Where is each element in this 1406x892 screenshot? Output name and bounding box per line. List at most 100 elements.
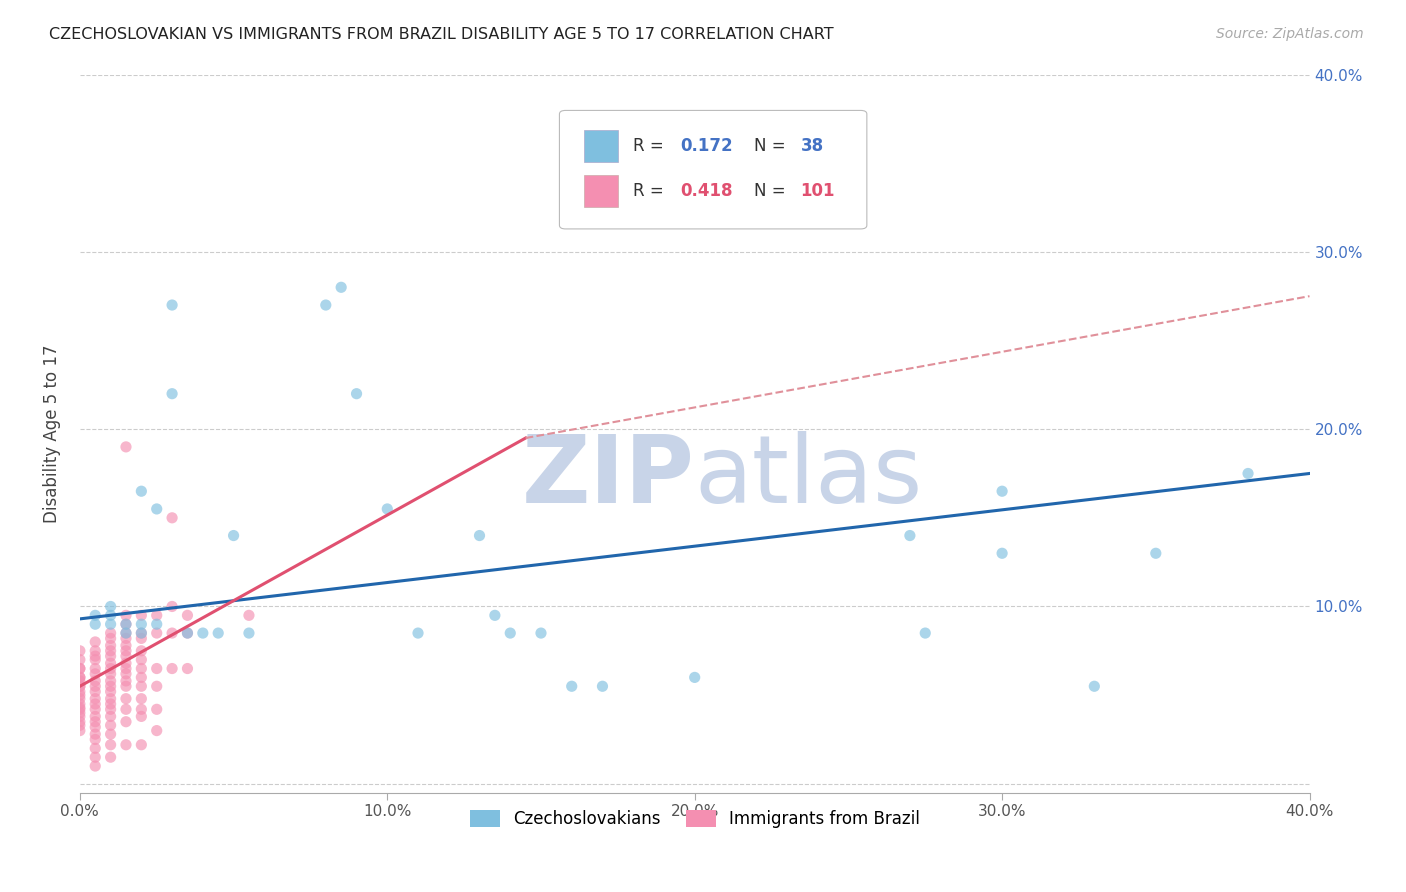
- Text: 0.172: 0.172: [681, 137, 733, 155]
- Point: [160, 386, 183, 401]
- Point: [84, 732, 107, 747]
- Point: [1237, 467, 1260, 481]
- Point: [238, 626, 260, 640]
- Point: [191, 626, 214, 640]
- Point: [69, 670, 91, 684]
- Point: [84, 679, 107, 693]
- Point: [145, 723, 167, 738]
- Point: [530, 626, 553, 640]
- Point: [100, 657, 122, 671]
- Text: 38: 38: [800, 137, 824, 155]
- Point: [84, 649, 107, 664]
- Point: [84, 714, 107, 729]
- Point: [69, 706, 91, 720]
- Point: [84, 702, 107, 716]
- Point: [100, 632, 122, 646]
- Point: [145, 661, 167, 675]
- Point: [145, 502, 167, 516]
- Text: 101: 101: [800, 182, 835, 200]
- Point: [468, 528, 491, 542]
- Point: [115, 632, 138, 646]
- Point: [100, 702, 122, 716]
- Point: [484, 608, 506, 623]
- Point: [69, 679, 91, 693]
- Legend: Czechoslovakians, Immigrants from Brazil: Czechoslovakians, Immigrants from Brazil: [463, 803, 927, 835]
- Point: [160, 511, 183, 525]
- Point: [131, 626, 153, 640]
- Point: [683, 670, 706, 684]
- Point: [69, 673, 91, 688]
- Point: [160, 298, 183, 312]
- Point: [131, 626, 153, 640]
- FancyBboxPatch shape: [583, 175, 619, 207]
- Point: [84, 741, 107, 756]
- Point: [145, 626, 167, 640]
- Text: 0.418: 0.418: [681, 182, 733, 200]
- Point: [69, 700, 91, 714]
- Text: R =: R =: [633, 182, 669, 200]
- Point: [84, 684, 107, 698]
- Point: [100, 666, 122, 681]
- Point: [84, 608, 107, 623]
- Point: [145, 702, 167, 716]
- Point: [346, 386, 368, 401]
- Point: [898, 528, 921, 542]
- Point: [131, 632, 153, 646]
- Point: [131, 661, 153, 675]
- Point: [69, 684, 91, 698]
- Point: [115, 617, 138, 632]
- Point: [131, 702, 153, 716]
- Point: [131, 691, 153, 706]
- Point: [160, 661, 183, 675]
- Point: [84, 635, 107, 649]
- Point: [69, 653, 91, 667]
- Point: [100, 684, 122, 698]
- Point: [84, 644, 107, 658]
- Point: [100, 639, 122, 653]
- Point: [145, 608, 167, 623]
- Point: [100, 691, 122, 706]
- Point: [69, 644, 91, 658]
- Point: [84, 666, 107, 681]
- Text: R =: R =: [633, 137, 669, 155]
- Point: [84, 759, 107, 773]
- Point: [238, 608, 260, 623]
- Point: [176, 626, 198, 640]
- Point: [115, 661, 138, 675]
- Point: [100, 718, 122, 732]
- Point: [69, 661, 91, 675]
- Point: [1083, 679, 1105, 693]
- Point: [131, 608, 153, 623]
- Point: [69, 718, 91, 732]
- Point: [69, 702, 91, 716]
- Point: [100, 608, 122, 623]
- Point: [115, 626, 138, 640]
- Y-axis label: Disability Age 5 to 17: Disability Age 5 to 17: [44, 344, 60, 523]
- Point: [222, 528, 245, 542]
- Point: [131, 653, 153, 667]
- Point: [69, 679, 91, 693]
- Point: [176, 626, 198, 640]
- Point: [84, 653, 107, 667]
- Point: [100, 599, 122, 614]
- Point: [69, 670, 91, 684]
- Point: [131, 738, 153, 752]
- Point: [591, 679, 613, 693]
- Point: [100, 673, 122, 688]
- Text: ZIP: ZIP: [522, 431, 695, 523]
- Point: [100, 697, 122, 711]
- Point: [100, 738, 122, 752]
- Point: [499, 626, 522, 640]
- Point: [145, 617, 167, 632]
- Point: [145, 679, 167, 693]
- Point: [207, 626, 229, 640]
- Point: [84, 750, 107, 764]
- Point: [131, 484, 153, 499]
- Point: [115, 702, 138, 716]
- Point: [84, 691, 107, 706]
- FancyBboxPatch shape: [583, 130, 619, 162]
- Point: [160, 626, 183, 640]
- Point: [84, 727, 107, 741]
- Point: [115, 679, 138, 693]
- Point: [69, 661, 91, 675]
